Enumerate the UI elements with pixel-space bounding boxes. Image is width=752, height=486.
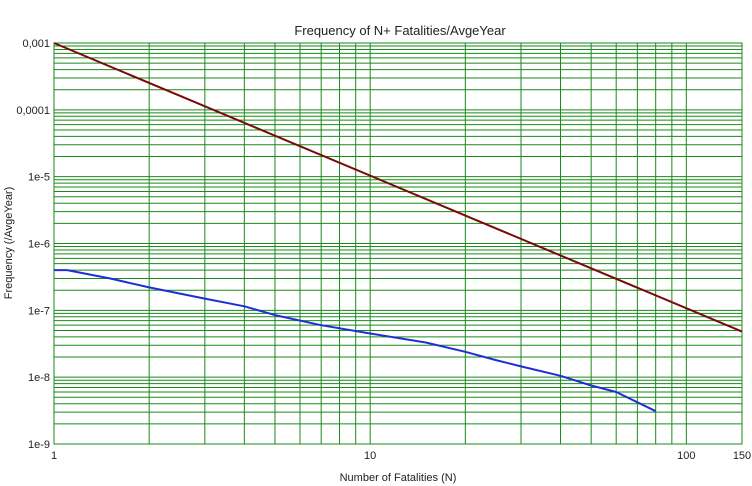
x-tick-label: 1 (51, 450, 57, 462)
plot-area-border (53, 42, 743, 445)
series-line-1 (53, 42, 743, 333)
series-layer (53, 42, 743, 413)
x-tick-label: 150 (733, 450, 751, 462)
x-axis-ticks: 1 10 100 150 (51, 450, 751, 462)
x-axis-label: Number of Fatalities (N) (340, 472, 457, 484)
y-axis-ticks: 0,001 0,0001 1e-5 1e-6 1e-7 1e-8 1e-9 (16, 38, 50, 451)
y-tick-label: 1e-5 (28, 172, 50, 184)
x-tick-label: 100 (677, 450, 695, 462)
series-line-2 (54, 269, 657, 413)
y-tick-label: 1e-7 (28, 305, 50, 317)
y-tick-label: 1e-6 (28, 239, 50, 251)
y-tick-label: 0,001 (22, 38, 50, 50)
y-tick-label: 0,0001 (16, 105, 50, 117)
y-tick-label: 1e-8 (28, 372, 50, 384)
x-tick-label: 10 (364, 450, 376, 462)
y-tick-label: 1e-9 (28, 439, 50, 451)
y-axis-label: Frequency (/AvgeYear) (3, 187, 15, 300)
chart-title: Frequency of N+ Fatalities/AvgeYear (294, 23, 506, 38)
